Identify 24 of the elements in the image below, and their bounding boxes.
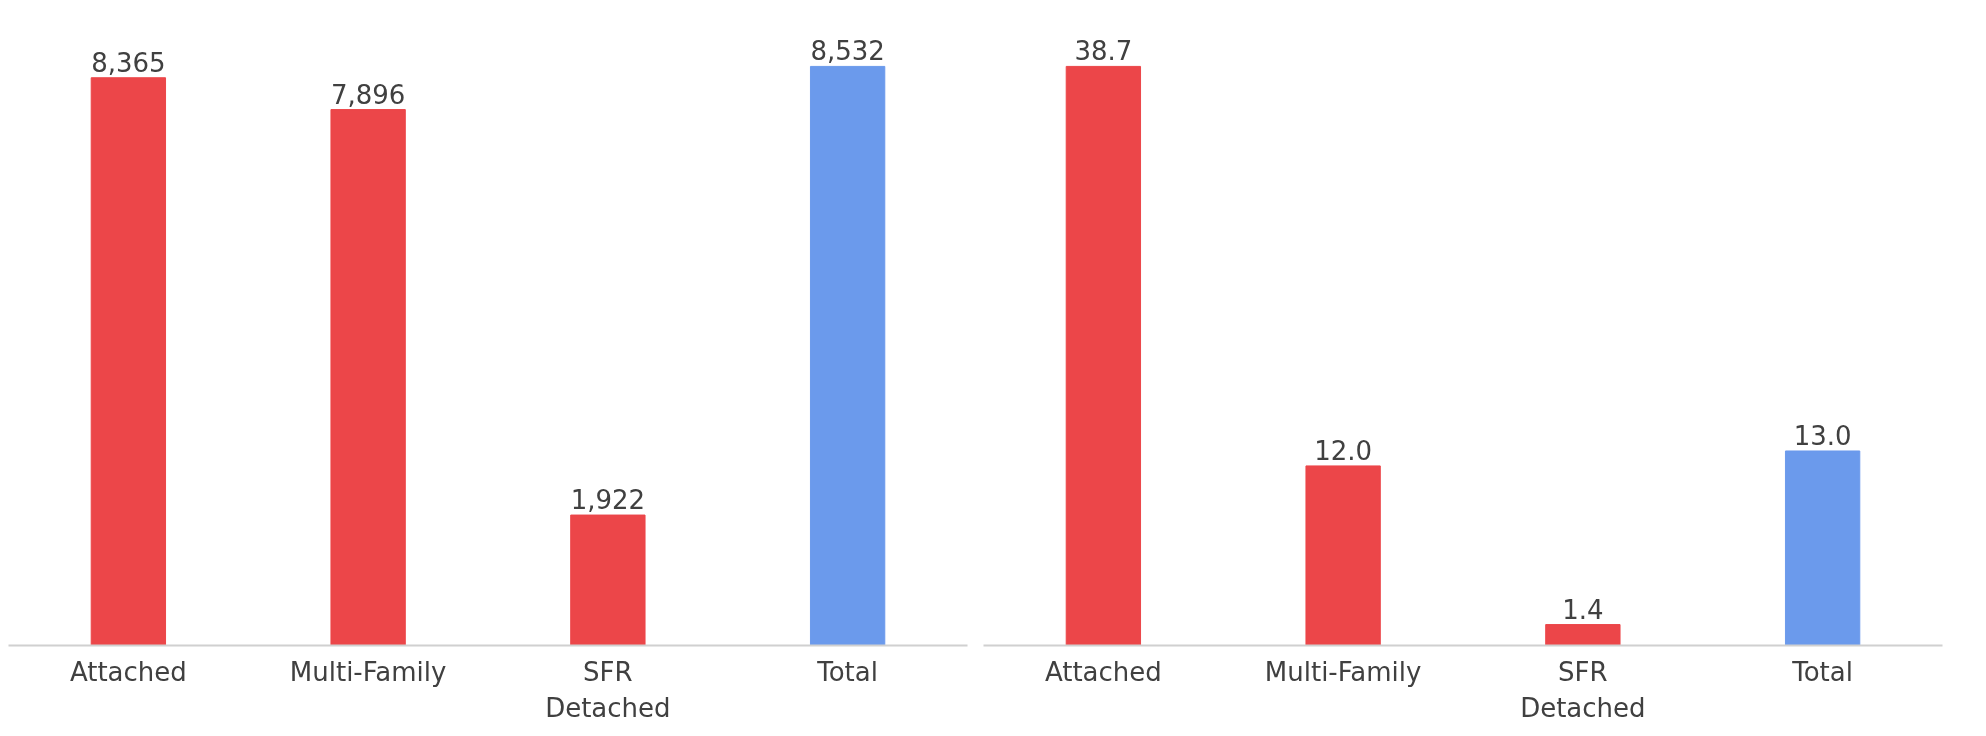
data-label: 7,896	[330, 79, 406, 110]
x-tick-label: Attached	[69, 656, 187, 687]
x-tick-label: SFR Detached	[545, 656, 671, 723]
data-label: 1,922	[570, 485, 646, 516]
data-label: 38.7	[1074, 36, 1133, 67]
bar	[1065, 65, 1142, 646]
data-label: 1.4	[1562, 594, 1604, 625]
data-label: 8,532	[810, 36, 885, 67]
bar	[90, 77, 167, 646]
bar	[809, 65, 886, 646]
x-tick-label: Total	[1791, 656, 1853, 687]
x-tick-label: Total	[816, 656, 878, 687]
data-label: 13.0	[1793, 420, 1852, 451]
x-tick-label: Multi-Family	[1264, 656, 1422, 687]
bar	[1545, 624, 1621, 646]
data-label: 8,365	[91, 47, 166, 78]
x-tick-label: Attached	[1044, 656, 1162, 687]
bar	[1784, 450, 1861, 646]
bar	[1305, 465, 1381, 646]
x-tick-label: Multi-Family	[289, 656, 447, 687]
data-label: 12.0	[1314, 435, 1373, 466]
x-tick-label: SFR Detached	[1520, 656, 1646, 723]
bar	[330, 109, 406, 646]
bar	[570, 514, 646, 646]
